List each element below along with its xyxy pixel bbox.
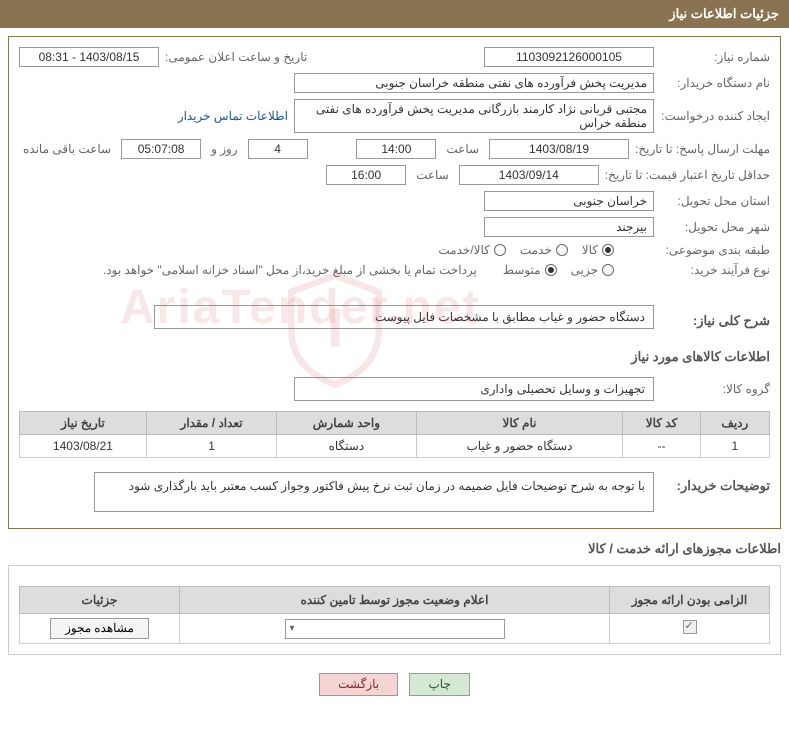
time-label-1: ساعت [446, 142, 479, 156]
city-value: بیرجند [484, 217, 654, 237]
category-radio-group: کالا خدمت کالا/خدمت [438, 243, 614, 257]
city-label: شهر محل تحویل: [660, 220, 770, 234]
table-header: تاریخ نیاز [20, 412, 147, 435]
table-cell: -- [623, 435, 700, 458]
announce-datetime-label: تاریخ و ساعت اعلان عمومی: [165, 50, 307, 64]
radio-icon [494, 244, 506, 256]
radio-label: جزیی [571, 263, 598, 277]
permits-section: اطلاعات مجوزهای ارائه خدمت / کالا الزامی… [8, 541, 781, 655]
chevron-down-icon: ▾ [290, 623, 295, 634]
goods-table: ردیفکد کالانام کالاواحد شمارشتعداد / مقد… [19, 411, 770, 458]
permits-header: جزئیات [20, 587, 180, 614]
table-header: ردیف [700, 412, 769, 435]
radio-label: کالا/خدمت [438, 243, 489, 257]
permit-required-checkbox [683, 620, 697, 634]
category-option-0[interactable]: کالا [582, 243, 614, 257]
table-cell: 1403/08/21 [20, 435, 147, 458]
permits-frame: الزامی بودن ارائه مجوزاعلام وضعیت مجوز ت… [8, 565, 781, 655]
overall-desc-value: دستگاه حضور و غیاب مطابق با مشخصات فایل … [154, 305, 654, 329]
purchase-type-option-1[interactable]: متوسط [503, 263, 557, 277]
table-cell: دستگاه حضور و غیاب [416, 435, 623, 458]
buyer-notes-value: با توجه به شرح توضیحات فایل ضمیمه در زما… [94, 472, 654, 512]
goods-info-title: اطلاعات کالاهای مورد نیاز [19, 349, 770, 365]
print-button[interactable]: چاپ [409, 673, 469, 696]
purchase-note: پرداخت تمام یا بخشی از مبلغ خرید،از محل … [103, 263, 477, 277]
table-row: 1--دستگاه حضور و غیابدستگاه11403/08/21 [20, 435, 770, 458]
page-header: جزئیات اطلاعات نیاز [0, 0, 789, 28]
time-remaining-label: ساعت باقی مانده [23, 142, 111, 156]
table-cell: دستگاه [277, 435, 416, 458]
permits-title: اطلاعات مجوزهای ارائه خدمت / کالا [8, 541, 781, 557]
table-header: واحد شمارش [277, 412, 416, 435]
radio-label: کالا [582, 243, 598, 257]
radio-label: خدمت [520, 243, 552, 257]
category-label: طبقه بندی موضوعی: [660, 243, 770, 257]
table-cell: 1 [700, 435, 769, 458]
permit-status-select[interactable]: ▾ [285, 619, 505, 639]
category-option-2[interactable]: کالا/خدمت [438, 243, 505, 257]
permits-header: اعلام وضعیت مجوز توسط تامین کننده [180, 587, 610, 614]
permits-table: الزامی بودن ارائه مجوزاعلام وضعیت مجوز ت… [19, 586, 770, 644]
radio-label: متوسط [503, 263, 541, 277]
need-number-value: 1103092126000105 [484, 47, 654, 67]
requester-value: مجتبی قربانی نژاد کارمند بازرگانی مدیریت… [294, 99, 654, 133]
radio-icon [602, 244, 614, 256]
days-remaining-value: 4 [248, 139, 308, 159]
validity-date-value: 1403/09/14 [459, 165, 599, 185]
time-remaining-value: 05:07:08 [121, 139, 201, 159]
table-cell: 1 [146, 435, 276, 458]
deadline-time-value: 14:00 [356, 139, 436, 159]
announce-datetime-value: 1403/08/15 - 08:31 [19, 47, 159, 67]
validity-time-value: 16:00 [326, 165, 406, 185]
table-header: نام کالا [416, 412, 623, 435]
purchase-type-radio-group: جزیی متوسط [503, 263, 614, 277]
category-option-1[interactable]: خدمت [520, 243, 568, 257]
radio-icon [602, 264, 614, 276]
goods-group-label: گروه کالا: [660, 382, 770, 396]
buyer-org-value: مدیریت پخش فرآورده های نفتی منطقه خراسان… [294, 73, 654, 93]
province-value: خراسان جنوبی [484, 191, 654, 211]
radio-icon [556, 244, 568, 256]
buyer-contact-link[interactable]: اطلاعات تماس خریدار [178, 109, 288, 123]
buyer-org-label: نام دستگاه خریدار: [660, 76, 770, 90]
validity-label: حداقل تاریخ اعتبار قیمت: تا تاریخ: [605, 168, 770, 182]
radio-icon [545, 264, 557, 276]
main-details-section: شماره نیاز: 1103092126000105 تاریخ و ساع… [8, 36, 781, 529]
overall-desc-label: شرح کلی نیاز: [660, 313, 770, 329]
permit-row: ▾ مشاهده مجوز [20, 614, 770, 644]
purchase-type-label: نوع فرآیند خرید: [660, 263, 770, 277]
purchase-type-option-0[interactable]: جزیی [571, 263, 614, 277]
action-buttons: چاپ بازگشت [0, 663, 789, 706]
time-label-2: ساعت [416, 168, 449, 182]
deadline-date-value: 1403/08/19 [489, 139, 629, 159]
permits-header: الزامی بودن ارائه مجوز [610, 587, 770, 614]
table-header: تعداد / مقدار [146, 412, 276, 435]
page-title: جزئیات اطلاعات نیاز [669, 6, 779, 21]
back-button[interactable]: بازگشت [319, 673, 398, 696]
province-label: استان محل تحویل: [660, 194, 770, 208]
goods-group-value: تجهیزات و وسایل تحصیلی واداری [294, 377, 654, 401]
view-permit-button[interactable]: مشاهده مجوز [50, 618, 149, 639]
table-header: کد کالا [623, 412, 700, 435]
deadline-label: مهلت ارسال پاسخ: تا تاریخ: [635, 142, 770, 156]
requester-label: ایجاد کننده درخواست: [660, 109, 770, 123]
days-and-label: روز و [211, 142, 238, 156]
need-number-label: شماره نیاز: [660, 50, 770, 64]
buyer-notes-label: توضیحات خریدار: [660, 478, 770, 494]
